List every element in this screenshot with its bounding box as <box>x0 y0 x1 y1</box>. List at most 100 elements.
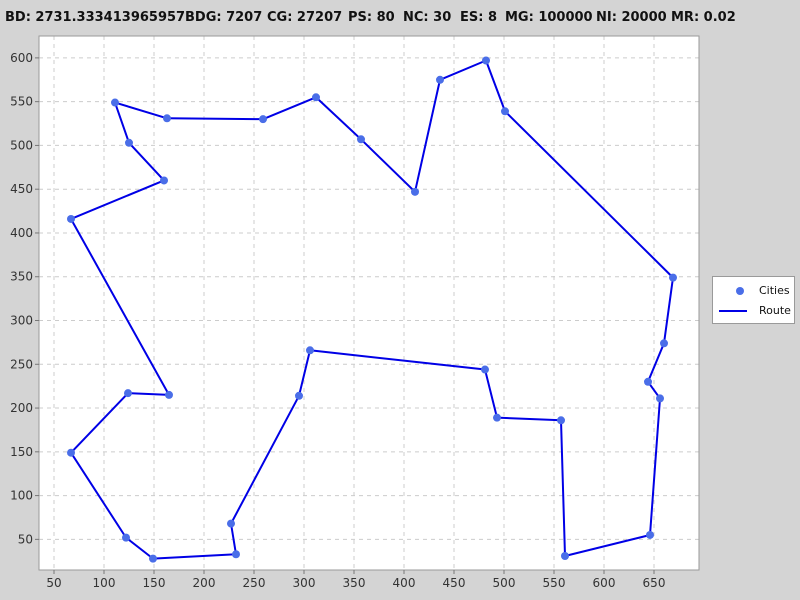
route-segment <box>649 397 661 536</box>
city-point <box>122 533 130 542</box>
route-segment <box>663 276 674 345</box>
route-segment <box>496 416 562 422</box>
city-point <box>481 365 489 374</box>
y-axis-ticks: 50 100 150 200 250 300 350 400 450 500 550 600 <box>10 51 39 546</box>
route-segment <box>485 59 506 113</box>
legend-item-route: Route <box>719 304 793 318</box>
route-segment <box>439 59 487 81</box>
route-segment <box>166 117 264 121</box>
y-tick-label: 200 <box>10 401 33 415</box>
city-point <box>295 391 303 400</box>
x-tick-label: 100 <box>93 576 116 590</box>
plot-background <box>39 36 699 570</box>
city-point <box>646 530 654 539</box>
x-tick-label: 650 <box>643 576 666 590</box>
route-segment <box>114 101 168 120</box>
city-point <box>669 273 677 282</box>
route-segment <box>70 392 129 454</box>
city-point <box>493 413 501 422</box>
route-segment <box>128 141 165 182</box>
y-tick-label: 100 <box>10 489 33 503</box>
city-point <box>227 519 235 528</box>
city-point <box>312 93 320 102</box>
legend-item-cities: Cities <box>719 284 793 298</box>
city-point <box>436 75 444 84</box>
y-tick-label: 450 <box>10 182 33 196</box>
grid <box>39 36 699 570</box>
x-tick-label: 550 <box>543 576 566 590</box>
city-point <box>160 176 168 185</box>
city-point <box>149 554 157 563</box>
x-axis-ticks: 50 100 150 200 250 300 350 400 450 500 550 600 650 <box>46 570 665 590</box>
x-tick-label: 400 <box>393 576 416 590</box>
route-segment <box>360 138 416 193</box>
city-point <box>411 187 419 196</box>
route-segment <box>564 533 651 557</box>
cities-group <box>67 56 677 563</box>
city-point <box>660 339 668 348</box>
plot-frame <box>38 35 700 571</box>
stat-elite-size: ES: 8 <box>460 10 498 25</box>
y-tick-label: 300 <box>10 314 33 328</box>
route-segment <box>262 96 317 121</box>
stat-no-improvement: NI: 20000 <box>596 10 667 25</box>
route-segment <box>560 419 566 557</box>
x-tick-label: 250 <box>243 576 266 590</box>
x-tick-label: 50 <box>46 576 61 590</box>
stat-max-generations: MG: 100000 <box>505 10 593 25</box>
city-marker-icon <box>736 287 744 295</box>
x-tick-label: 450 <box>443 576 466 590</box>
stat-mutation-rate: MR: 0.02 <box>671 10 736 25</box>
stat-population-size: PS: 80 <box>348 10 395 25</box>
city-point <box>644 377 652 386</box>
legend-label-cities: Cities <box>759 284 790 297</box>
x-tick-label: 350 <box>343 576 366 590</box>
city-point <box>232 550 240 559</box>
city-point <box>561 551 569 560</box>
route-segment <box>114 101 130 144</box>
city-point <box>557 416 565 425</box>
y-tick-label: 50 <box>18 532 33 546</box>
route-segment <box>298 349 311 397</box>
city-point <box>165 390 173 399</box>
city-point <box>656 394 664 403</box>
route-line-icon <box>719 310 747 312</box>
route-segment <box>484 368 498 419</box>
route-segment <box>230 394 300 525</box>
route-segment <box>152 553 237 560</box>
y-tick-label: 550 <box>10 95 33 109</box>
city-point <box>482 56 490 65</box>
route-segment <box>647 342 665 383</box>
y-tick-label: 250 <box>10 357 33 371</box>
city-point <box>125 138 133 147</box>
y-tick-label: 600 <box>10 51 33 65</box>
route-segment <box>309 349 486 371</box>
x-tick-label: 150 <box>143 576 166 590</box>
route-segment <box>70 179 165 220</box>
city-point <box>501 107 509 116</box>
route-segment <box>315 96 362 141</box>
city-point <box>67 448 75 457</box>
x-tick-label: 300 <box>293 576 316 590</box>
route-segment <box>414 78 441 193</box>
x-tick-label: 500 <box>493 576 516 590</box>
x-tick-label: 600 <box>593 576 616 590</box>
route-segment <box>127 392 170 396</box>
route-segment <box>70 451 127 539</box>
y-tick-label: 500 <box>10 138 33 152</box>
route-segment <box>70 217 170 396</box>
legend: Cities Route <box>712 276 795 324</box>
city-point <box>111 98 119 107</box>
city-point <box>259 115 267 124</box>
route-segment <box>125 536 154 560</box>
city-point <box>163 114 171 123</box>
route-segment <box>230 522 237 556</box>
route-segment <box>504 110 674 279</box>
city-point <box>306 346 314 355</box>
stat-current-gen: CG: 27207 <box>267 10 343 25</box>
stat-best-distance-gen: BDG: 7207 <box>185 10 263 25</box>
city-point <box>124 389 132 398</box>
stat-best-distance: BD: 2731.333413965957 <box>5 10 186 25</box>
city-point <box>357 135 365 144</box>
